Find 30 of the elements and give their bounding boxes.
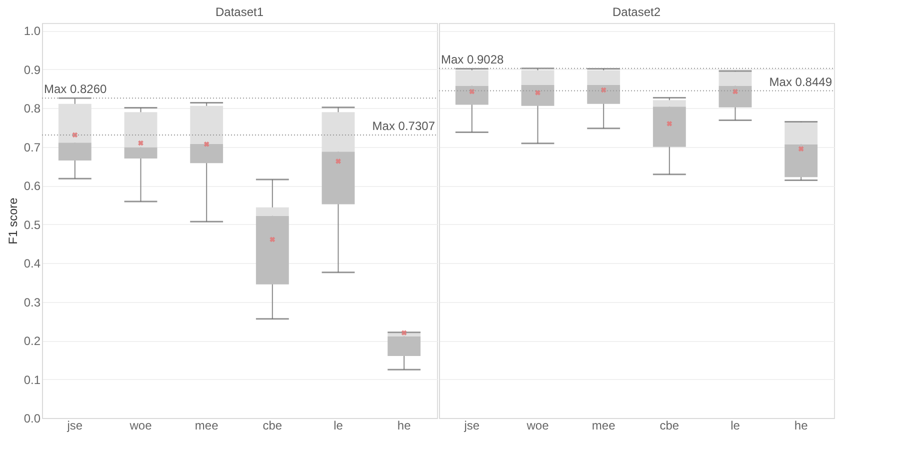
y-tick-label: 0.6 <box>24 179 41 194</box>
y-axis-title: F1 score <box>6 197 20 244</box>
ref-line-label: Max 0.7307 <box>372 119 436 134</box>
x-tick-label: mee <box>194 418 219 432</box>
y-tick-label: 0.5 <box>24 218 41 232</box>
y-tick-label: 0.9 <box>24 62 41 77</box>
x-tick-label: cbe <box>262 418 282 432</box>
x-tick-label: he <box>794 418 808 432</box>
y-tick-label: 0.2 <box>24 334 41 348</box>
x-tick-label: cbe <box>660 418 680 432</box>
chart-title: Dataset2 <box>612 5 661 19</box>
x-tick-label: le <box>730 418 740 432</box>
y-tick-label: 0.4 <box>24 256 41 271</box>
y-tick-label: 0.3 <box>24 295 41 310</box>
x-tick-label: mee <box>592 418 616 432</box>
x-tick-label: le <box>334 418 344 432</box>
ref-line-label: Max 0.8449 <box>769 74 832 89</box>
y-tick-label: 0.8 <box>24 102 41 116</box>
ref-line-label: Max 0.8260 <box>44 82 108 96</box>
x-tick-label: woe <box>526 418 550 432</box>
y-tick-label: 0.7 <box>24 140 41 154</box>
y-tick-label: 0.1 <box>24 372 41 387</box>
chart-title: Dataset1 <box>215 5 264 19</box>
x-tick-label: jse <box>66 418 83 432</box>
y-tick-label: 1.0 <box>24 24 41 38</box>
x-tick-label: he <box>397 418 412 432</box>
y-tick-label: 0.0 <box>24 412 41 426</box>
x-tick-label: jse <box>463 418 480 432</box>
x-tick-label: woe <box>128 418 152 432</box>
ref-line-label: Max 0.9028 <box>441 52 504 66</box>
